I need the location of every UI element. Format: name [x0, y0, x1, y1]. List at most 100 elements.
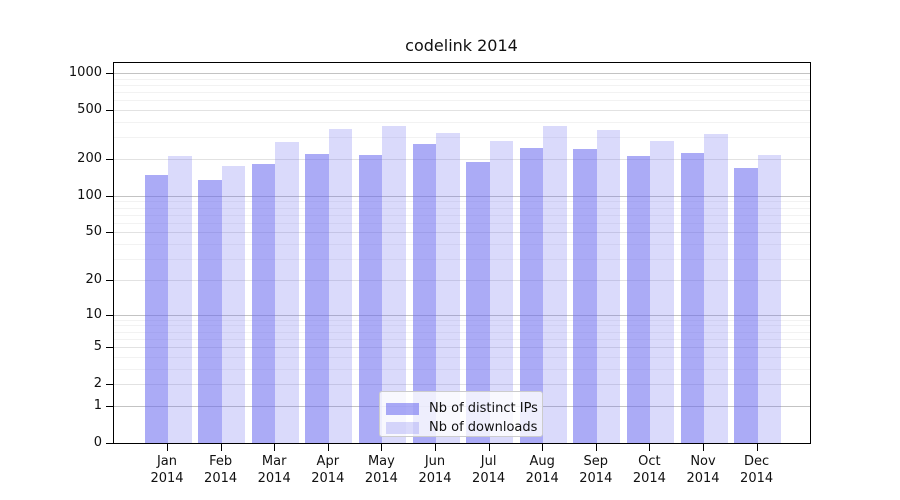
gridline	[114, 110, 810, 112]
chart-title: codelink 2014	[405, 36, 518, 55]
bar-distinct-ips-aug	[519, 148, 544, 443]
bar-downloads-dec	[757, 155, 782, 443]
bar-downloads-jun	[436, 132, 460, 443]
legend-item-downloads: Nb of downloads	[386, 418, 542, 437]
legend-item-distinct-ips: Nb of distinct IPs	[386, 399, 542, 418]
bar-downloads-aug	[543, 126, 567, 443]
bar-distinct-ips-oct	[626, 155, 651, 443]
x-tick-label-aug: Aug 2014	[525, 454, 559, 486]
legend-swatch-distinct-ips	[386, 402, 419, 415]
x-tick-mark	[595, 444, 597, 451]
x-tick-label-feb: Feb 2014	[204, 454, 238, 486]
x-tick-mark	[274, 444, 276, 451]
gridline	[114, 347, 810, 348]
y-tick-mark	[106, 73, 113, 74]
y-tick-label: 50	[85, 224, 102, 240]
y-tick-label: 10	[85, 306, 102, 322]
bar-distinct-ips-jan	[144, 174, 168, 443]
legend-label-downloads: Nb of downloads	[429, 420, 538, 435]
legend-swatch-downloads	[386, 421, 419, 434]
gridline-minor	[114, 368, 810, 370]
gridline-minor	[114, 319, 810, 321]
gridline-minor	[114, 222, 810, 224]
bar-distinct-ips-feb	[198, 179, 222, 443]
x-tick-label-sep: Sep 2014	[579, 454, 613, 486]
x-tick-mark	[327, 444, 329, 451]
bar-distinct-ips-apr	[305, 153, 329, 443]
x-tick-label-apr: Apr 2014	[311, 454, 345, 486]
x-tick-label-jun: Jun 2014	[418, 454, 452, 486]
x-tick-mark	[435, 444, 436, 451]
bar-downloads-oct	[650, 140, 674, 443]
y-tick-label: 5	[93, 339, 102, 354]
gridline-minor	[114, 78, 810, 80]
bar-downloads-nov	[704, 133, 728, 443]
y-tick-label: 20	[85, 271, 102, 287]
gridline-major	[114, 314, 810, 316]
y-tick-mark	[106, 384, 113, 386]
x-tick-label-mar: Mar 2014	[257, 454, 291, 486]
x-tick-mark	[756, 444, 758, 451]
y-tick-mark	[106, 405, 113, 407]
gridline-minor	[114, 122, 810, 123]
bar-downloads-mar	[275, 142, 299, 443]
y-tick-mark	[106, 195, 113, 197]
y-tick-mark	[106, 232, 113, 234]
gridline-minor	[114, 331, 810, 333]
x-tick-mark	[167, 444, 168, 451]
y-tick-label: 200	[77, 151, 102, 166]
gridline-minor	[114, 338, 810, 340]
y-tick-label: 1	[93, 397, 102, 413]
bar-downloads-jul	[489, 141, 514, 443]
x-tick-label-dec: Dec 2014	[740, 454, 774, 486]
y-tick-mark	[106, 314, 113, 316]
x-tick-label-oct: Oct 2014	[632, 454, 666, 486]
legend-label-distinct-ips: Nb of distinct IPs	[429, 401, 538, 416]
bar-downloads-apr	[328, 129, 353, 443]
y-tick-mark	[106, 443, 113, 444]
y-tick-mark	[106, 110, 113, 112]
y-tick-mark	[106, 159, 113, 160]
bar-downloads-may	[382, 125, 406, 443]
gridline-minor	[114, 137, 810, 139]
x-tick-label-jul: Jul 2014	[472, 454, 506, 486]
gridline-minor	[114, 356, 810, 358]
x-tick-mark	[542, 444, 544, 451]
gridline-minor	[114, 259, 810, 261]
bar-downloads-feb	[221, 165, 246, 443]
gridline-minor	[114, 325, 810, 327]
legend: Nb of distinct IPs Nb of downloads	[379, 391, 543, 437]
bar-distinct-ips-mar	[251, 163, 276, 443]
gridline-minor	[114, 92, 810, 94]
x-tick-mark	[381, 444, 383, 451]
y-tick-mark	[106, 347, 113, 348]
y-tick-mark	[106, 279, 113, 281]
bar-distinct-ips-sep	[573, 149, 597, 443]
bar-distinct-ips-jul	[466, 161, 490, 443]
x-tick-mark	[220, 444, 222, 451]
gridline	[114, 279, 810, 281]
gridline-minor	[114, 201, 810, 203]
gridline	[114, 159, 810, 160]
bar-downloads-sep	[596, 130, 621, 443]
y-tick-label: 500	[77, 102, 102, 118]
gridline	[114, 384, 810, 386]
bar-downloads-jan	[168, 155, 192, 443]
bar-distinct-ips-may	[358, 154, 383, 443]
x-tick-label-jan: Jan 2014	[150, 454, 184, 486]
gridline-major	[114, 195, 810, 197]
y-tick-label: 100	[77, 187, 102, 203]
y-tick-label: 0	[93, 435, 102, 450]
gridline-minor	[114, 244, 810, 246]
x-tick-label-nov: Nov 2014	[686, 454, 720, 486]
x-tick-mark	[703, 444, 704, 451]
y-tick-label: 2	[93, 376, 102, 392]
bar-distinct-ips-jun	[412, 144, 436, 443]
y-tick-label: 1000	[68, 65, 102, 80]
x-tick-label-may: May 2014	[364, 454, 398, 486]
gridline	[114, 232, 810, 234]
x-tick-mark	[649, 444, 651, 451]
gridline-major	[114, 73, 810, 74]
bar-distinct-ips-nov	[680, 152, 704, 443]
